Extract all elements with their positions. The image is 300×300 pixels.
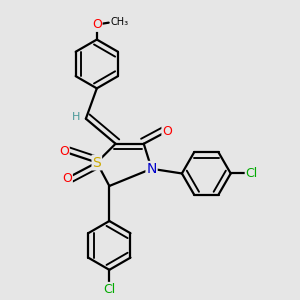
Text: O: O [62, 172, 72, 185]
Text: O: O [59, 145, 69, 158]
Text: H: H [72, 112, 81, 122]
Text: O: O [162, 125, 172, 138]
Text: O: O [92, 18, 102, 31]
Text: N: N [146, 162, 157, 176]
Text: Cl: Cl [246, 167, 258, 180]
Text: S: S [92, 155, 101, 170]
Text: CH₃: CH₃ [111, 17, 129, 27]
Text: Cl: Cl [103, 283, 116, 296]
